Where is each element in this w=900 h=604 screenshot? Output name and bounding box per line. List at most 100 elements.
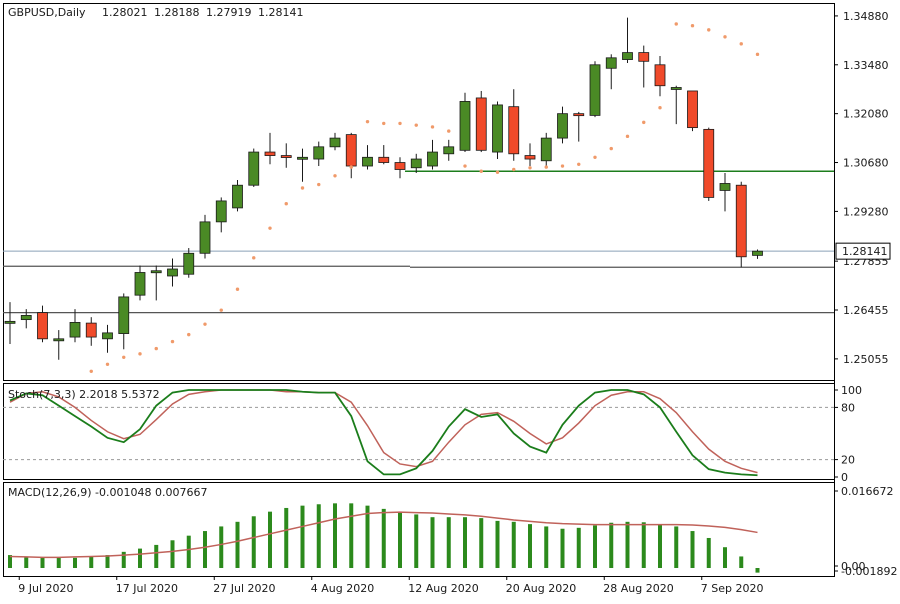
candle-body — [280, 155, 292, 158]
psar-dot — [495, 170, 500, 175]
macd-y-label: 0.00 — [841, 560, 866, 573]
macd-panel: 0.016672 0.00-0.001892 MACD(12,26,9) -0.00… — [3, 482, 897, 578]
candle-body — [605, 57, 617, 69]
current-price-label: 1.28141 — [842, 245, 888, 258]
macd-bar — [186, 535, 191, 568]
x-tick-label: 7 Sep 2020 — [701, 582, 764, 595]
psar-dot — [463, 164, 467, 168]
macd-bar — [414, 514, 419, 568]
macd-bar — [495, 520, 500, 568]
macd-bar — [219, 526, 224, 568]
y-tick-label: 1.30680 — [843, 157, 889, 170]
y-tick-label: 1.33480 — [843, 59, 889, 72]
psar-dot — [625, 134, 630, 139]
x-tick-label: 12 Aug 2020 — [408, 582, 478, 595]
candle-body — [4, 320, 16, 324]
candle-body — [20, 315, 32, 321]
price-panel: 1.348801.334801.320801.306801.292801.278… — [3, 3, 891, 381]
x-tick-label: 27 Jul 2020 — [213, 582, 275, 595]
stoch-y-label: 20 — [841, 454, 855, 467]
y-tick-label: 1.34880 — [843, 10, 889, 23]
psar-dot — [333, 174, 337, 178]
macd-bar — [73, 557, 77, 568]
macd-bar — [170, 540, 175, 568]
psar-dot — [690, 23, 695, 28]
y-tick-label: 1.25055 — [843, 353, 889, 366]
macd-bar — [40, 557, 45, 568]
candle-body — [540, 137, 552, 162]
macd-bar — [121, 551, 126, 568]
macd-bar — [365, 505, 370, 568]
candle-body — [524, 155, 536, 160]
x-tick-label: 9 Jul 2020 — [18, 582, 73, 595]
macd-bar — [755, 568, 760, 573]
macd-bar — [398, 511, 402, 568]
candle-body — [638, 52, 650, 62]
psar-dot — [300, 186, 305, 190]
macd-bar — [333, 503, 337, 568]
candle-body — [215, 200, 227, 223]
psar-dot — [203, 322, 207, 326]
psar-dot — [138, 352, 142, 356]
psar-dot — [609, 146, 613, 151]
candle-body — [118, 296, 130, 334]
candle-body — [752, 250, 763, 256]
psar-dot — [723, 35, 727, 39]
candle-body — [53, 338, 65, 342]
macd-bar — [576, 527, 581, 568]
macd-signal-line — [9, 511, 758, 559]
psar-dot — [577, 162, 581, 166]
candle-body — [69, 322, 81, 338]
macd-bar — [690, 531, 695, 568]
macd-bar — [479, 518, 484, 568]
macd-bar — [24, 556, 29, 568]
candle-body — [394, 162, 406, 170]
candle-body — [687, 90, 698, 129]
macd-bar — [560, 528, 565, 568]
psar-dot — [365, 119, 370, 124]
macd-y-label: -0.001892 — [841, 565, 897, 578]
psar-dot — [658, 106, 662, 110]
psar-dot — [187, 332, 191, 337]
psar-dot — [544, 165, 548, 169]
macd-bar — [268, 511, 272, 568]
macd-bar — [706, 537, 711, 568]
candle-body — [248, 151, 260, 186]
x-axis: 9 Jul 2020 17 Jul 2020 27 Jul 2020 4 Aug 20… — [18, 3, 835, 595]
psar-dot — [122, 355, 126, 360]
macd-bar — [251, 516, 256, 568]
candle-body — [85, 322, 97, 338]
macd-bar — [609, 522, 614, 568]
x-tick-label: 20 Aug 2020 — [506, 582, 576, 595]
psar-dot — [642, 120, 646, 125]
psar-dot — [739, 42, 743, 46]
macd-bar — [528, 524, 532, 568]
candle-body — [313, 146, 325, 160]
stoch-y-label: 80 — [841, 401, 855, 414]
macd-bar — [349, 503, 354, 568]
candle-body — [102, 332, 113, 340]
candle-body — [622, 52, 633, 60]
macd-bar — [316, 504, 321, 568]
macd-bar — [723, 547, 727, 568]
stoch-main-line — [9, 389, 758, 477]
ohlc-value: 1.28021 — [102, 6, 148, 19]
y-tick-label: 1.32080 — [843, 108, 889, 121]
psar-dot — [414, 123, 418, 127]
candle-body — [735, 184, 747, 258]
candle-body — [134, 272, 146, 296]
macd-y-label: 0.016672 — [841, 485, 894, 498]
candle-body — [37, 312, 48, 340]
psar-dot — [154, 346, 158, 351]
psar-dot — [560, 164, 565, 168]
candle-body — [557, 113, 568, 139]
candle-body — [589, 64, 601, 116]
macd-bar — [430, 517, 435, 568]
psar-dot — [317, 182, 321, 187]
y-tick-label: 1.26455 — [843, 304, 889, 317]
x-tick-label: 17 Jul 2020 — [116, 582, 178, 595]
psar-dot — [430, 125, 435, 129]
psar-dot — [755, 52, 760, 57]
candle-body — [573, 113, 585, 117]
